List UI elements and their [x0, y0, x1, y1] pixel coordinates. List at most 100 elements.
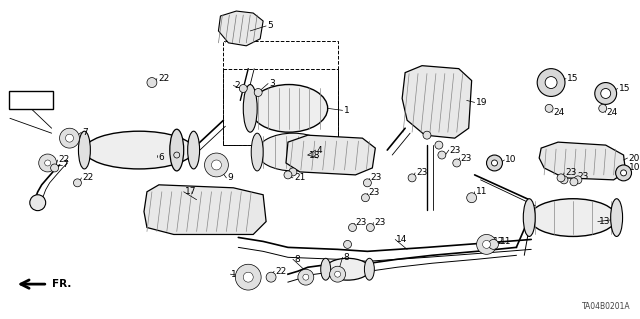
Ellipse shape: [321, 258, 331, 280]
Circle shape: [364, 179, 371, 187]
Ellipse shape: [188, 131, 200, 169]
Polygon shape: [402, 66, 472, 138]
Text: 8: 8: [344, 253, 349, 262]
Circle shape: [362, 194, 369, 202]
Circle shape: [557, 174, 565, 182]
Text: 12: 12: [493, 237, 504, 246]
Text: 22: 22: [275, 267, 286, 276]
Circle shape: [266, 272, 276, 282]
FancyBboxPatch shape: [9, 92, 52, 109]
Circle shape: [211, 160, 221, 170]
Circle shape: [492, 160, 497, 166]
Text: 13: 13: [599, 217, 611, 226]
Circle shape: [545, 104, 553, 112]
Circle shape: [366, 224, 374, 232]
Circle shape: [467, 193, 477, 203]
Text: 19: 19: [476, 98, 487, 107]
Text: 1: 1: [344, 106, 349, 115]
Circle shape: [45, 160, 51, 166]
Text: 15: 15: [567, 74, 579, 83]
Circle shape: [239, 85, 247, 93]
Text: 22: 22: [158, 74, 169, 83]
Text: 23: 23: [371, 173, 381, 182]
Circle shape: [236, 264, 261, 290]
Circle shape: [65, 134, 74, 142]
Circle shape: [74, 179, 81, 187]
Circle shape: [488, 240, 499, 249]
Polygon shape: [286, 135, 375, 175]
Circle shape: [483, 241, 490, 249]
Text: E-4-1: E-4-1: [19, 96, 43, 105]
Circle shape: [174, 152, 180, 158]
Text: 16: 16: [231, 270, 243, 279]
Circle shape: [595, 83, 616, 104]
Circle shape: [599, 104, 607, 112]
Text: 7: 7: [83, 128, 88, 137]
Circle shape: [60, 128, 79, 148]
Ellipse shape: [524, 199, 535, 236]
Circle shape: [537, 69, 565, 96]
Circle shape: [560, 176, 568, 184]
Text: 23: 23: [461, 153, 472, 162]
Bar: [223, 41, 338, 145]
Ellipse shape: [325, 258, 370, 280]
Circle shape: [147, 78, 157, 87]
Circle shape: [344, 241, 351, 249]
Circle shape: [616, 165, 632, 181]
Text: 7: 7: [63, 160, 68, 169]
Text: 23: 23: [577, 172, 588, 182]
Text: 23: 23: [416, 168, 428, 177]
Polygon shape: [539, 142, 625, 180]
Ellipse shape: [257, 133, 329, 171]
Circle shape: [545, 77, 557, 88]
Circle shape: [438, 151, 446, 159]
Text: 5: 5: [267, 21, 273, 30]
Circle shape: [30, 195, 45, 211]
Circle shape: [574, 176, 582, 184]
Text: 14: 14: [396, 235, 408, 244]
Text: 6: 6: [158, 152, 164, 161]
Text: 15: 15: [619, 84, 630, 93]
Text: 23: 23: [369, 188, 380, 197]
Circle shape: [243, 272, 253, 282]
Text: 20: 20: [628, 153, 640, 162]
Text: 2: 2: [234, 81, 240, 90]
Ellipse shape: [170, 129, 184, 171]
Text: 23: 23: [374, 218, 386, 227]
Text: 10: 10: [506, 155, 517, 165]
Circle shape: [621, 170, 627, 176]
Ellipse shape: [529, 199, 616, 236]
Ellipse shape: [364, 258, 374, 280]
Circle shape: [423, 131, 431, 139]
Text: 9: 9: [227, 173, 233, 182]
Circle shape: [330, 266, 346, 282]
Polygon shape: [144, 185, 266, 234]
Polygon shape: [218, 11, 263, 46]
Circle shape: [486, 155, 502, 171]
Text: 4: 4: [317, 145, 323, 155]
Text: 8: 8: [294, 255, 300, 264]
Circle shape: [335, 271, 340, 277]
Circle shape: [303, 274, 309, 280]
Text: 24: 24: [553, 108, 564, 117]
Circle shape: [452, 159, 461, 167]
Circle shape: [39, 154, 56, 172]
Circle shape: [284, 171, 292, 179]
Text: 23: 23: [450, 145, 461, 155]
Circle shape: [570, 178, 578, 186]
Circle shape: [289, 168, 297, 176]
Ellipse shape: [79, 131, 90, 169]
Ellipse shape: [243, 85, 257, 132]
Text: 22: 22: [83, 173, 93, 182]
Text: 10: 10: [628, 163, 640, 173]
Text: FR.: FR.: [52, 279, 71, 289]
Circle shape: [408, 174, 416, 182]
Circle shape: [254, 88, 262, 96]
Circle shape: [477, 234, 497, 254]
Circle shape: [435, 141, 443, 149]
Text: 11: 11: [476, 187, 487, 196]
Text: 21: 21: [294, 173, 305, 182]
Circle shape: [205, 153, 228, 177]
Text: 3: 3: [269, 79, 275, 88]
Ellipse shape: [611, 199, 623, 236]
